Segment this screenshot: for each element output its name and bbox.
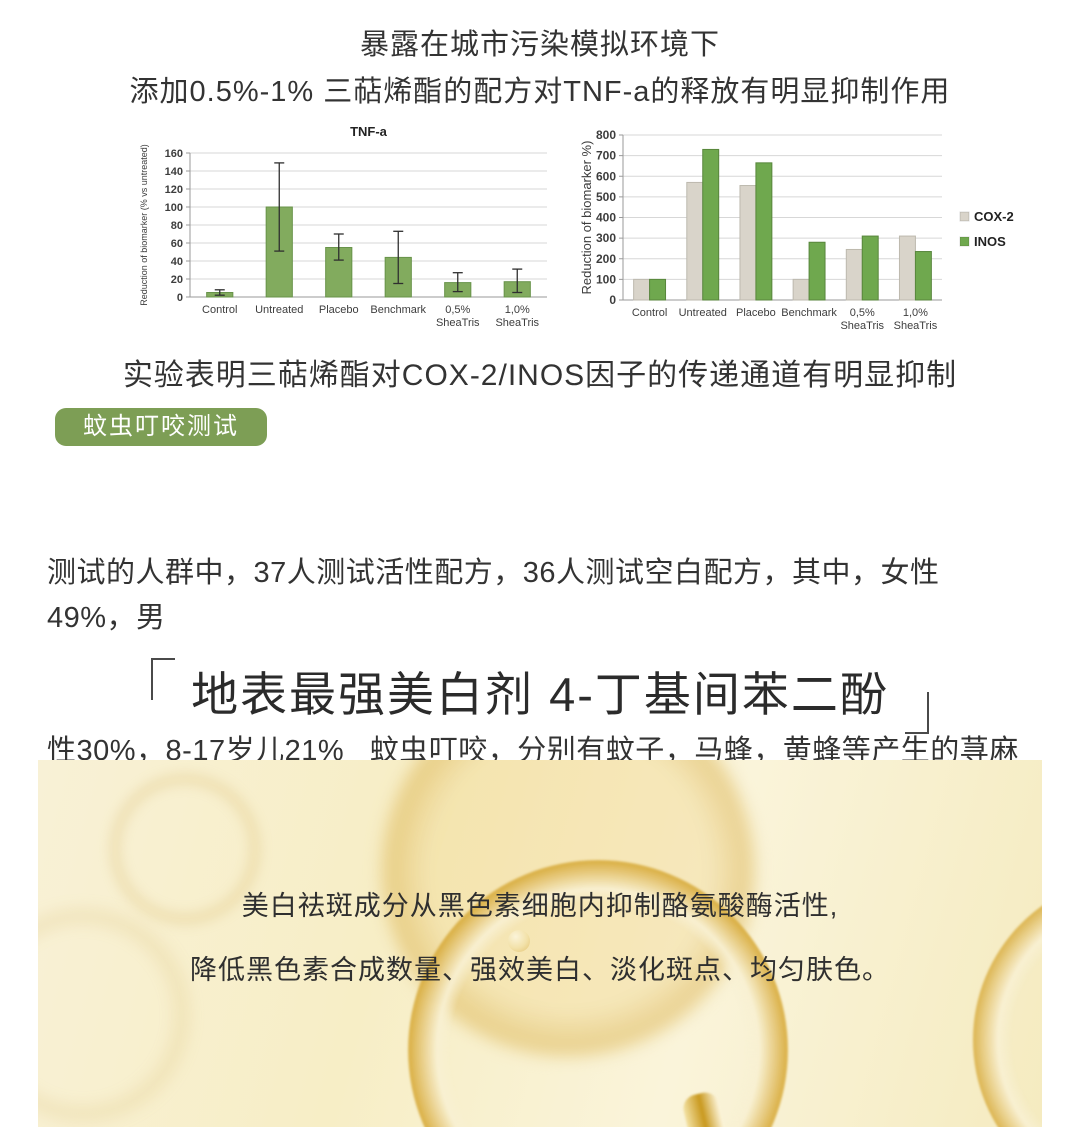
svg-text:80: 80 (171, 220, 183, 232)
svg-text:Control: Control (202, 304, 237, 316)
svg-text:600: 600 (596, 169, 616, 183)
svg-text:500: 500 (596, 190, 616, 204)
svg-text:1,0%: 1,0% (903, 307, 928, 319)
svg-text:40: 40 (171, 256, 183, 268)
corner-bracket-open-icon (151, 657, 176, 700)
cox2-inos-bar-chart: 0 100 200 300 400 500 600 700 800 Control Untreate… (575, 122, 1042, 348)
svg-text:Placebo: Placebo (736, 307, 776, 319)
svg-text:0: 0 (177, 292, 183, 304)
mosquito-test-badge: 蚊虫叮咬测试 (55, 408, 267, 446)
svg-text:100: 100 (165, 202, 183, 214)
svg-text:140: 140 (165, 166, 183, 178)
paragraph-black-text: 测试的人群中，37人测试活性配方，36人测试空白配方，其中，女性 49%，男 (47, 557, 957, 634)
tnf-a-bar-chart: 0 20 40 60 80 100 120 140 160 Control Untreated Pla… (135, 122, 555, 345)
svg-text:Benchmark: Benchmark (370, 304, 426, 316)
svg-text:Reduction of biomarker (% vs u: Reduction of biomarker (% vs untreated) (139, 144, 149, 306)
svg-text:120: 120 (165, 184, 183, 196)
svg-text:0,5%: 0,5% (850, 307, 875, 319)
bubble-ring-decoration (110, 774, 260, 924)
small-bubble (508, 930, 530, 952)
whitening-title-text: 地表最强美白剂 4-丁基间苯二酚 (191, 668, 889, 721)
header-line-2: 添加0.5%-1% 三萜烯酯的配方对TNF-a的释放有明显抑制作用 (129, 76, 951, 108)
svg-text:0: 0 (609, 293, 616, 307)
svg-text:400: 400 (596, 211, 616, 225)
bubble-ring-decoration (38, 910, 188, 1120)
header-line-1: 暴露在城市污染模拟环境下 (359, 29, 720, 61)
svg-text:700: 700 (596, 149, 616, 163)
svg-text:Reduction of biomarker %): Reduction of biomarker %) (579, 141, 594, 295)
svg-text:100: 100 (596, 272, 616, 286)
svg-text:1,0%: 1,0% (505, 304, 530, 316)
svg-text:160: 160 (165, 148, 183, 160)
whitening-section-title: 地表最强美白剂 4-丁基间苯二酚 (0, 648, 1080, 742)
svg-text:300: 300 (596, 231, 616, 245)
svg-text:Benchmark: Benchmark (781, 307, 837, 319)
section-header: 暴露在城市污染模拟环境下 添加0.5%-1% 三萜烯酯的配方对TNF-a的释放有… (0, 22, 1080, 116)
whitening-gold-banner: 美白祛斑成分从黑色素细胞内抑制酪氨酸酶活性, 降低黑色素合成数量、强效美白、淡化… (38, 760, 1042, 1127)
svg-text:INOS: INOS (974, 234, 1006, 249)
svg-text:SheaTris: SheaTris (894, 320, 938, 332)
chart-caption: 实验表明三萜烯酯对COX-2/INOS因子的传递通道有明显抑制 (122, 359, 958, 392)
banner-text-line-1: 美白祛斑成分从黑色素细胞内抑制酪氨酸酶活性, (241, 891, 839, 921)
svg-text:Control: Control (632, 307, 667, 319)
paragraph-line: 测试的人群中，37人测试活性配方，36人测试空白配方，其中，女性 49%，男 (47, 551, 1039, 640)
svg-text:800: 800 (596, 128, 616, 142)
svg-text:SheaTris: SheaTris (840, 320, 884, 332)
svg-text:60: 60 (171, 238, 183, 250)
svg-text:COX-2: COX-2 (974, 209, 1014, 224)
svg-text:TNF-a: TNF-a (350, 124, 388, 139)
corner-bracket-close-icon (904, 691, 929, 734)
svg-text:SheaTris: SheaTris (436, 317, 480, 329)
svg-text:20: 20 (171, 274, 183, 286)
svg-text:Untreated: Untreated (255, 304, 303, 316)
svg-text:SheaTris: SheaTris (495, 317, 539, 329)
svg-text:Untreated: Untreated (679, 307, 727, 319)
svg-text:0,5%: 0,5% (445, 304, 470, 316)
banner-text-line-2: 降低黑色素合成数量、强效美白、淡化斑点、均匀肤色。 (190, 955, 890, 985)
svg-text:200: 200 (596, 252, 616, 266)
svg-text:Placebo: Placebo (319, 304, 359, 316)
